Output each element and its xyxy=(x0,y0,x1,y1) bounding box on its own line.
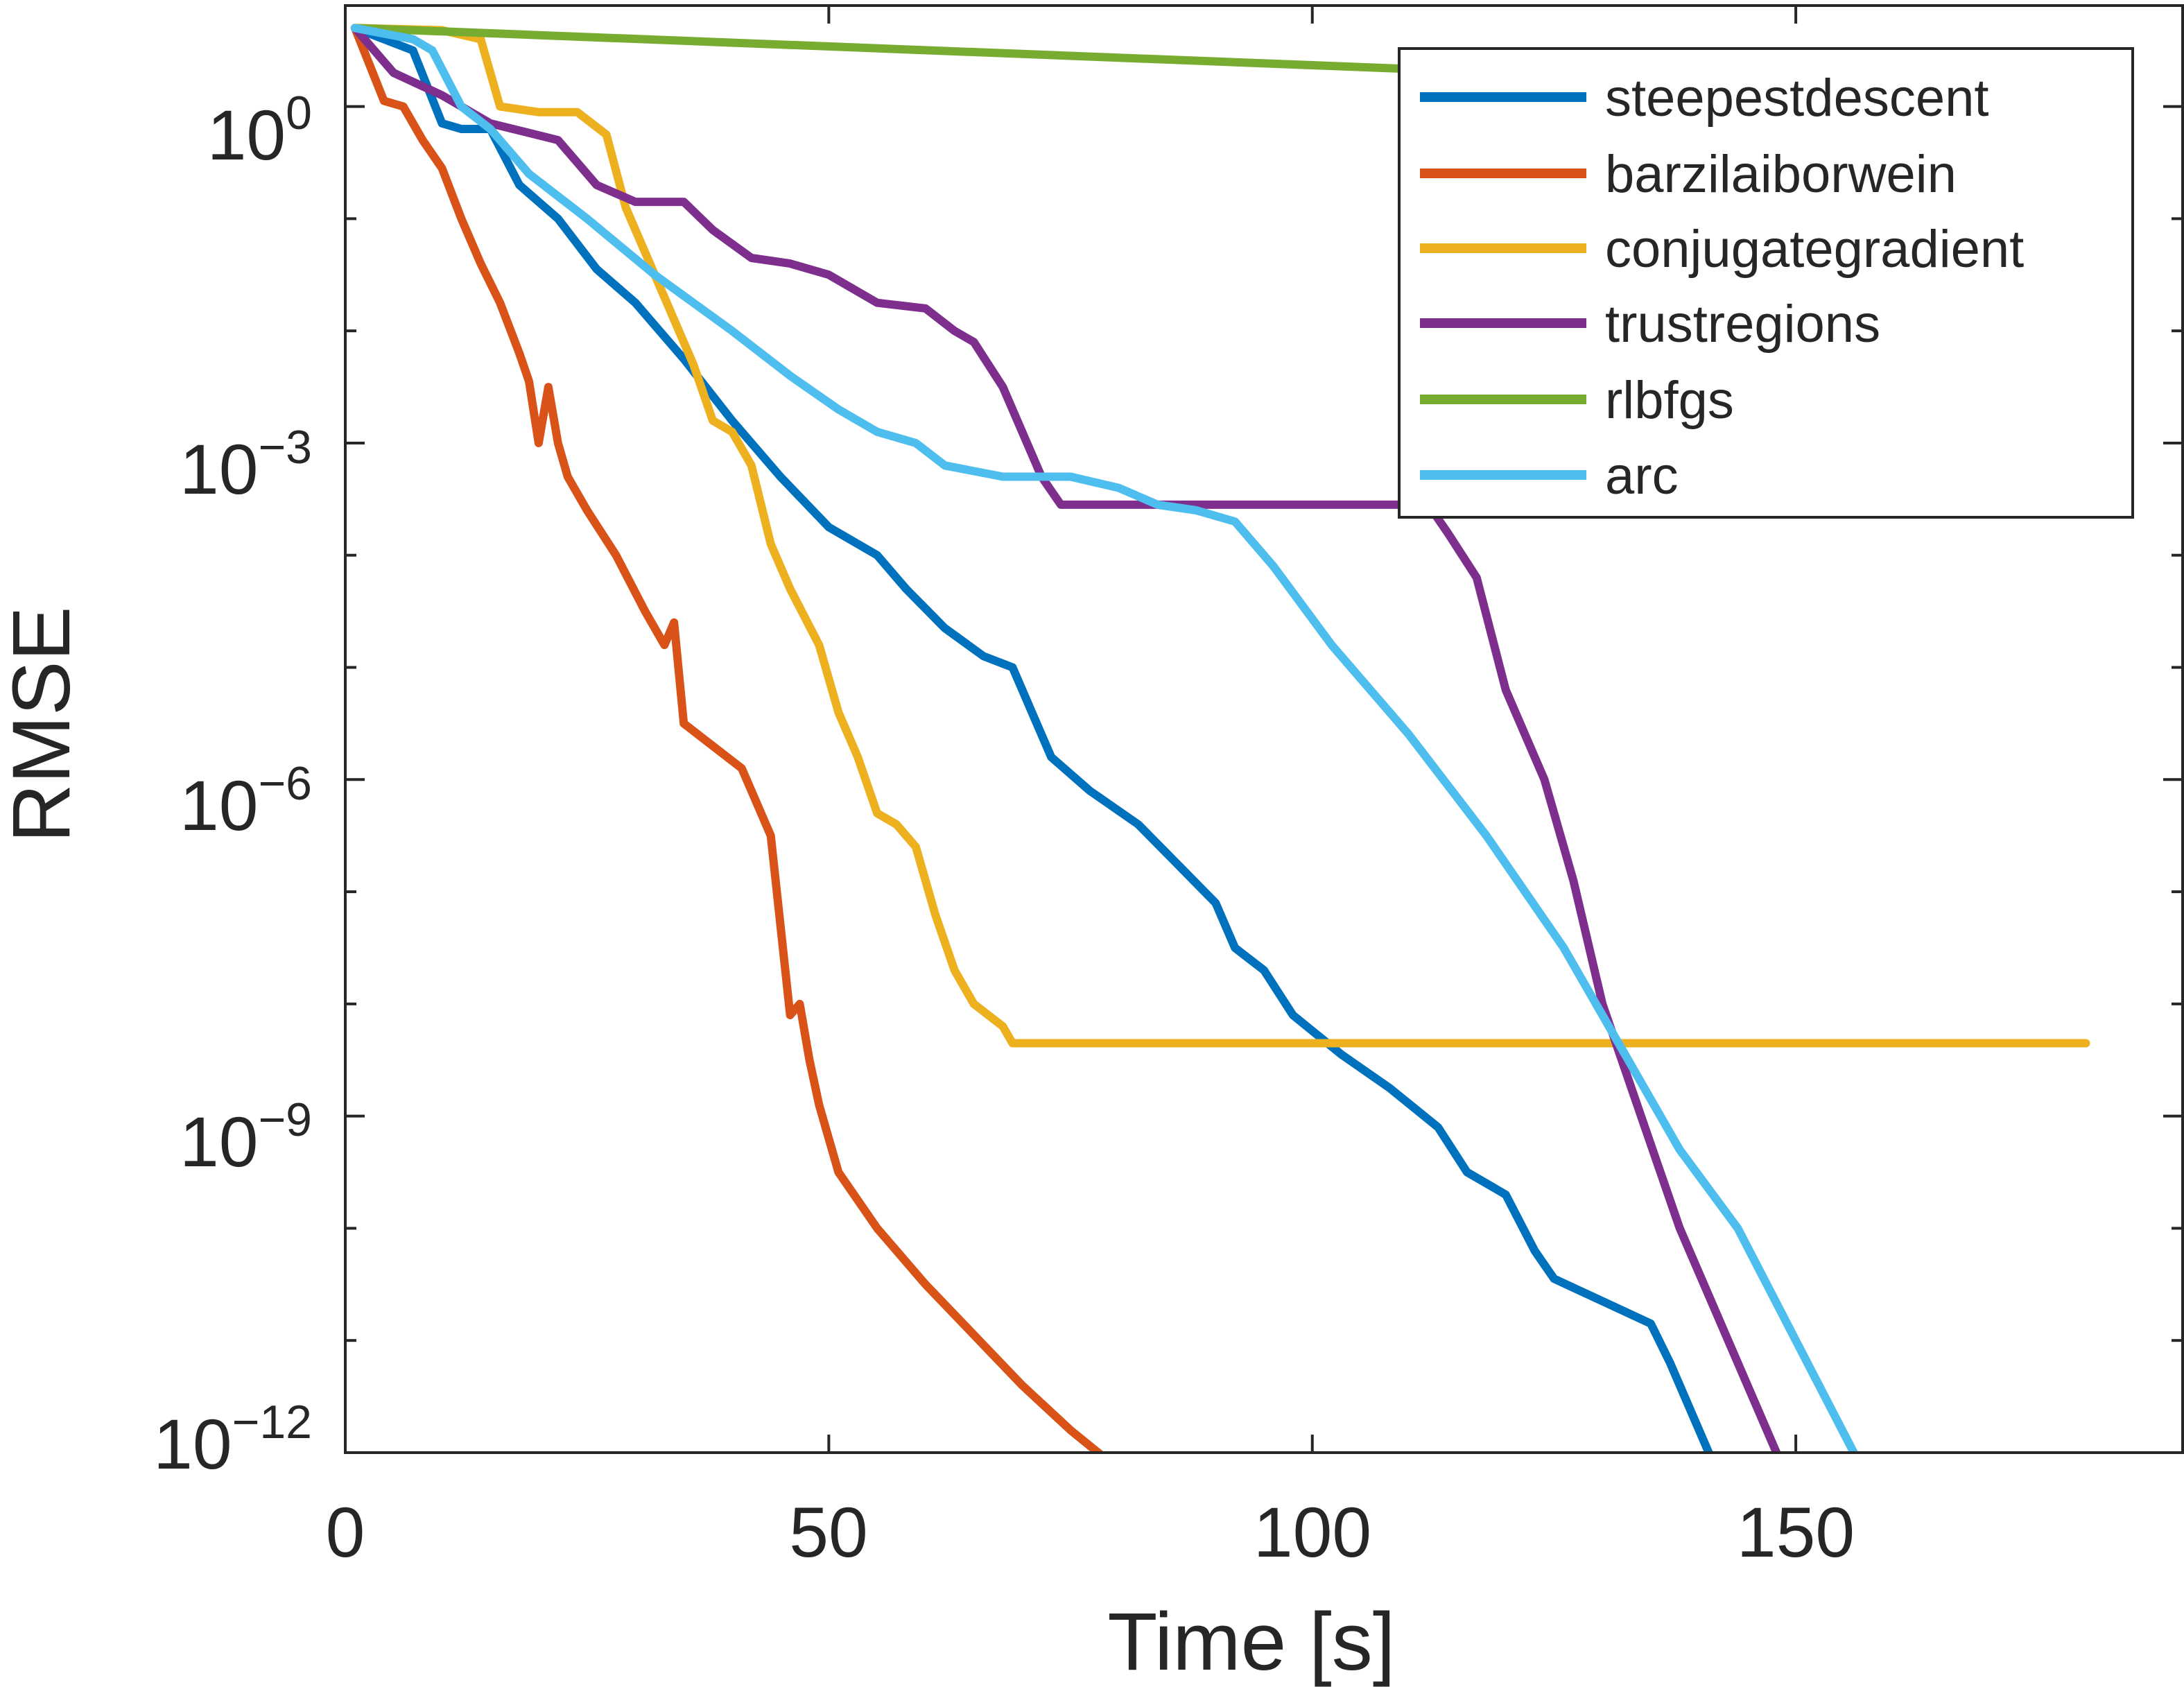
series-line-steepestdescent xyxy=(350,24,1713,1453)
y-tick-label: 100 xyxy=(207,87,312,175)
series-line-trustregions xyxy=(350,24,1781,1453)
legend-box xyxy=(1398,47,2134,519)
x-tick-label: 150 xyxy=(1737,1493,1855,1572)
series-layer xyxy=(350,24,2090,1453)
x-axis-title: Time [s] xyxy=(1107,1596,1395,1687)
legend-label: steepestdescent xyxy=(1605,69,1989,128)
legend-label: rlbfgs xyxy=(1605,371,1734,430)
legend-label: barzilaiborwein xyxy=(1605,145,1957,204)
y-tick-label: 10−12 xyxy=(153,1396,312,1484)
legend-label: trustregions xyxy=(1605,295,1880,354)
x-tick-label: 100 xyxy=(1254,1493,1371,1572)
y-tick-label: 10−9 xyxy=(180,1093,312,1182)
legend: steepestdescent barzilaiborwein conjugat… xyxy=(1398,47,2134,519)
x-tick-label: 0 xyxy=(326,1493,365,1572)
legend-label: conjugategradient xyxy=(1605,220,2024,279)
ticks-layer xyxy=(344,6,2183,1454)
y-tick-labels: 100 10−3 10−6 10−9 10−12 xyxy=(153,87,312,1484)
x-tick-label: 50 xyxy=(789,1493,867,1572)
series-line-barzilaiborwein xyxy=(350,24,1105,1453)
series-line-conjugategradient xyxy=(350,24,2090,1048)
legend-label: arc xyxy=(1605,447,1679,505)
y-tick-label: 10−6 xyxy=(180,757,312,845)
y-tick-label: 10−3 xyxy=(180,421,312,509)
series-line-arc xyxy=(350,24,1859,1453)
x-tick-labels: 0 50 100 150 xyxy=(326,1493,1855,1572)
plot-frame xyxy=(344,4,2184,1454)
y-axis-title: RMSE xyxy=(0,607,87,843)
